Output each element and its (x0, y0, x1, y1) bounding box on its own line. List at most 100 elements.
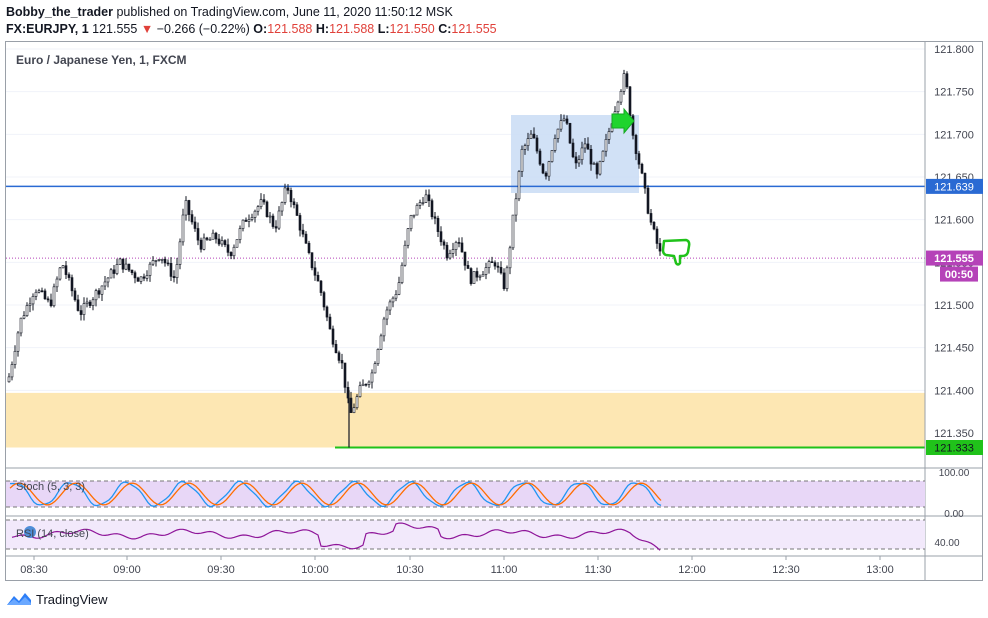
candle-body (493, 262, 497, 267)
candle-body (202, 237, 206, 250)
candle-body (583, 143, 587, 149)
candle-body (340, 360, 344, 364)
candle-body (181, 214, 185, 243)
rsi-pane[interactable]: RSI (14, close) 40.00 (6, 519, 960, 551)
candle-body (460, 242, 464, 253)
candle-body (334, 343, 338, 354)
candle-body (22, 315, 26, 319)
green-arrow-right-icon[interactable] (611, 107, 635, 135)
candle-body (94, 290, 98, 301)
price-tick-label: 121.750 (934, 87, 974, 99)
candle-body (625, 73, 629, 88)
close-label: C: (438, 22, 452, 36)
candle-body (607, 131, 611, 140)
stoch-tick-100: 100.00 (939, 468, 970, 479)
candle-body (457, 242, 461, 244)
candle-body (343, 362, 347, 388)
candle-body (535, 137, 539, 152)
candle-body (232, 246, 236, 257)
candle-body (355, 396, 359, 408)
candle-body (205, 237, 209, 240)
candle-body (100, 285, 104, 295)
time-tick-label: 11:30 (585, 564, 612, 576)
low-value: 121.550 (389, 22, 435, 36)
candle-body (226, 244, 230, 253)
candle-body (235, 239, 239, 248)
price-axis[interactable]: 121.800121.750121.700121.650121.600121.5… (934, 44, 974, 440)
candle-body (124, 263, 128, 270)
candle-body (70, 277, 74, 292)
candle-body (115, 264, 119, 274)
candle-body (298, 215, 302, 231)
candle-body (295, 204, 299, 216)
candlestick-series (7, 69, 662, 448)
candle-body (505, 267, 509, 289)
candle-body (553, 138, 557, 151)
candle-body (52, 286, 56, 307)
candle-body (484, 267, 488, 275)
candle-body (532, 133, 536, 139)
price-tick-label: 121.450 (934, 343, 974, 355)
candle-body (496, 265, 500, 268)
stoch-tick-0: 0.00 (944, 509, 964, 520)
candle-body (349, 397, 353, 413)
time-tick-label: 09:30 (207, 564, 235, 576)
time-axis[interactable]: 08:30 09:00 09:30 10:00 10:30 11:00 11:30 12:00… (20, 556, 894, 576)
candle-body (136, 277, 140, 282)
candle-body (595, 163, 599, 175)
candle-body (16, 332, 20, 352)
candle-body (364, 383, 368, 386)
price-tick-label: 121.800 (934, 44, 974, 56)
candle-body (277, 210, 281, 229)
price-tick-label: 121.350 (934, 428, 974, 440)
candle-body (241, 219, 245, 229)
chart-frame[interactable] (5, 41, 983, 581)
price-grid (6, 48, 925, 434)
candle-body (406, 228, 410, 246)
candle-body (463, 251, 467, 266)
candle-body (43, 290, 47, 300)
symbol-legend[interactable]: Euro / Japanese Yen, 1, FXCM (16, 53, 187, 67)
candle-body (7, 376, 11, 383)
candle-body (586, 143, 590, 150)
author-name[interactable]: Bobby_the_trader (6, 5, 113, 19)
candle-body (175, 264, 179, 279)
green-thumbs-down-icon[interactable] (661, 238, 691, 266)
candle-body (433, 216, 437, 219)
candle-body (601, 150, 605, 162)
candle-body (97, 290, 101, 295)
candle-body (526, 138, 530, 146)
candle-body (259, 199, 263, 207)
candle-body (598, 161, 602, 175)
candle-body (85, 301, 89, 304)
candle-body (271, 215, 275, 227)
candle-body (133, 272, 137, 279)
ohlc-line: FX:EURJPY, 1 121.555 ▼ −0.266 (−0.22%) O… (6, 21, 497, 38)
candle-body (40, 290, 44, 293)
candle-body (565, 118, 569, 124)
candle-body (13, 350, 17, 365)
stoch-pane[interactable]: Stoch (5, 3, 3) 100.00 0.00 (6, 468, 970, 520)
candle-body (211, 232, 215, 240)
candle-body (106, 277, 110, 283)
candle-body (652, 221, 656, 230)
candle-body (82, 303, 86, 315)
footer-brand[interactable]: TradingView (6, 590, 108, 608)
candle-body (550, 150, 554, 162)
candle-body (55, 278, 59, 288)
last-price: 121.555 (92, 22, 138, 36)
candle-body (253, 210, 257, 218)
support-zone[interactable] (6, 392, 925, 448)
candle-body (370, 372, 374, 383)
candle-body (634, 135, 638, 154)
candle-body (67, 274, 71, 278)
candle-body (658, 243, 662, 252)
candle-body (319, 280, 323, 293)
candle-body (511, 214, 515, 249)
candle-body (373, 363, 377, 374)
candle-body (142, 276, 146, 279)
candle-body (301, 229, 305, 235)
price-tick-label: 121.400 (934, 385, 974, 397)
candle-body (337, 352, 341, 361)
